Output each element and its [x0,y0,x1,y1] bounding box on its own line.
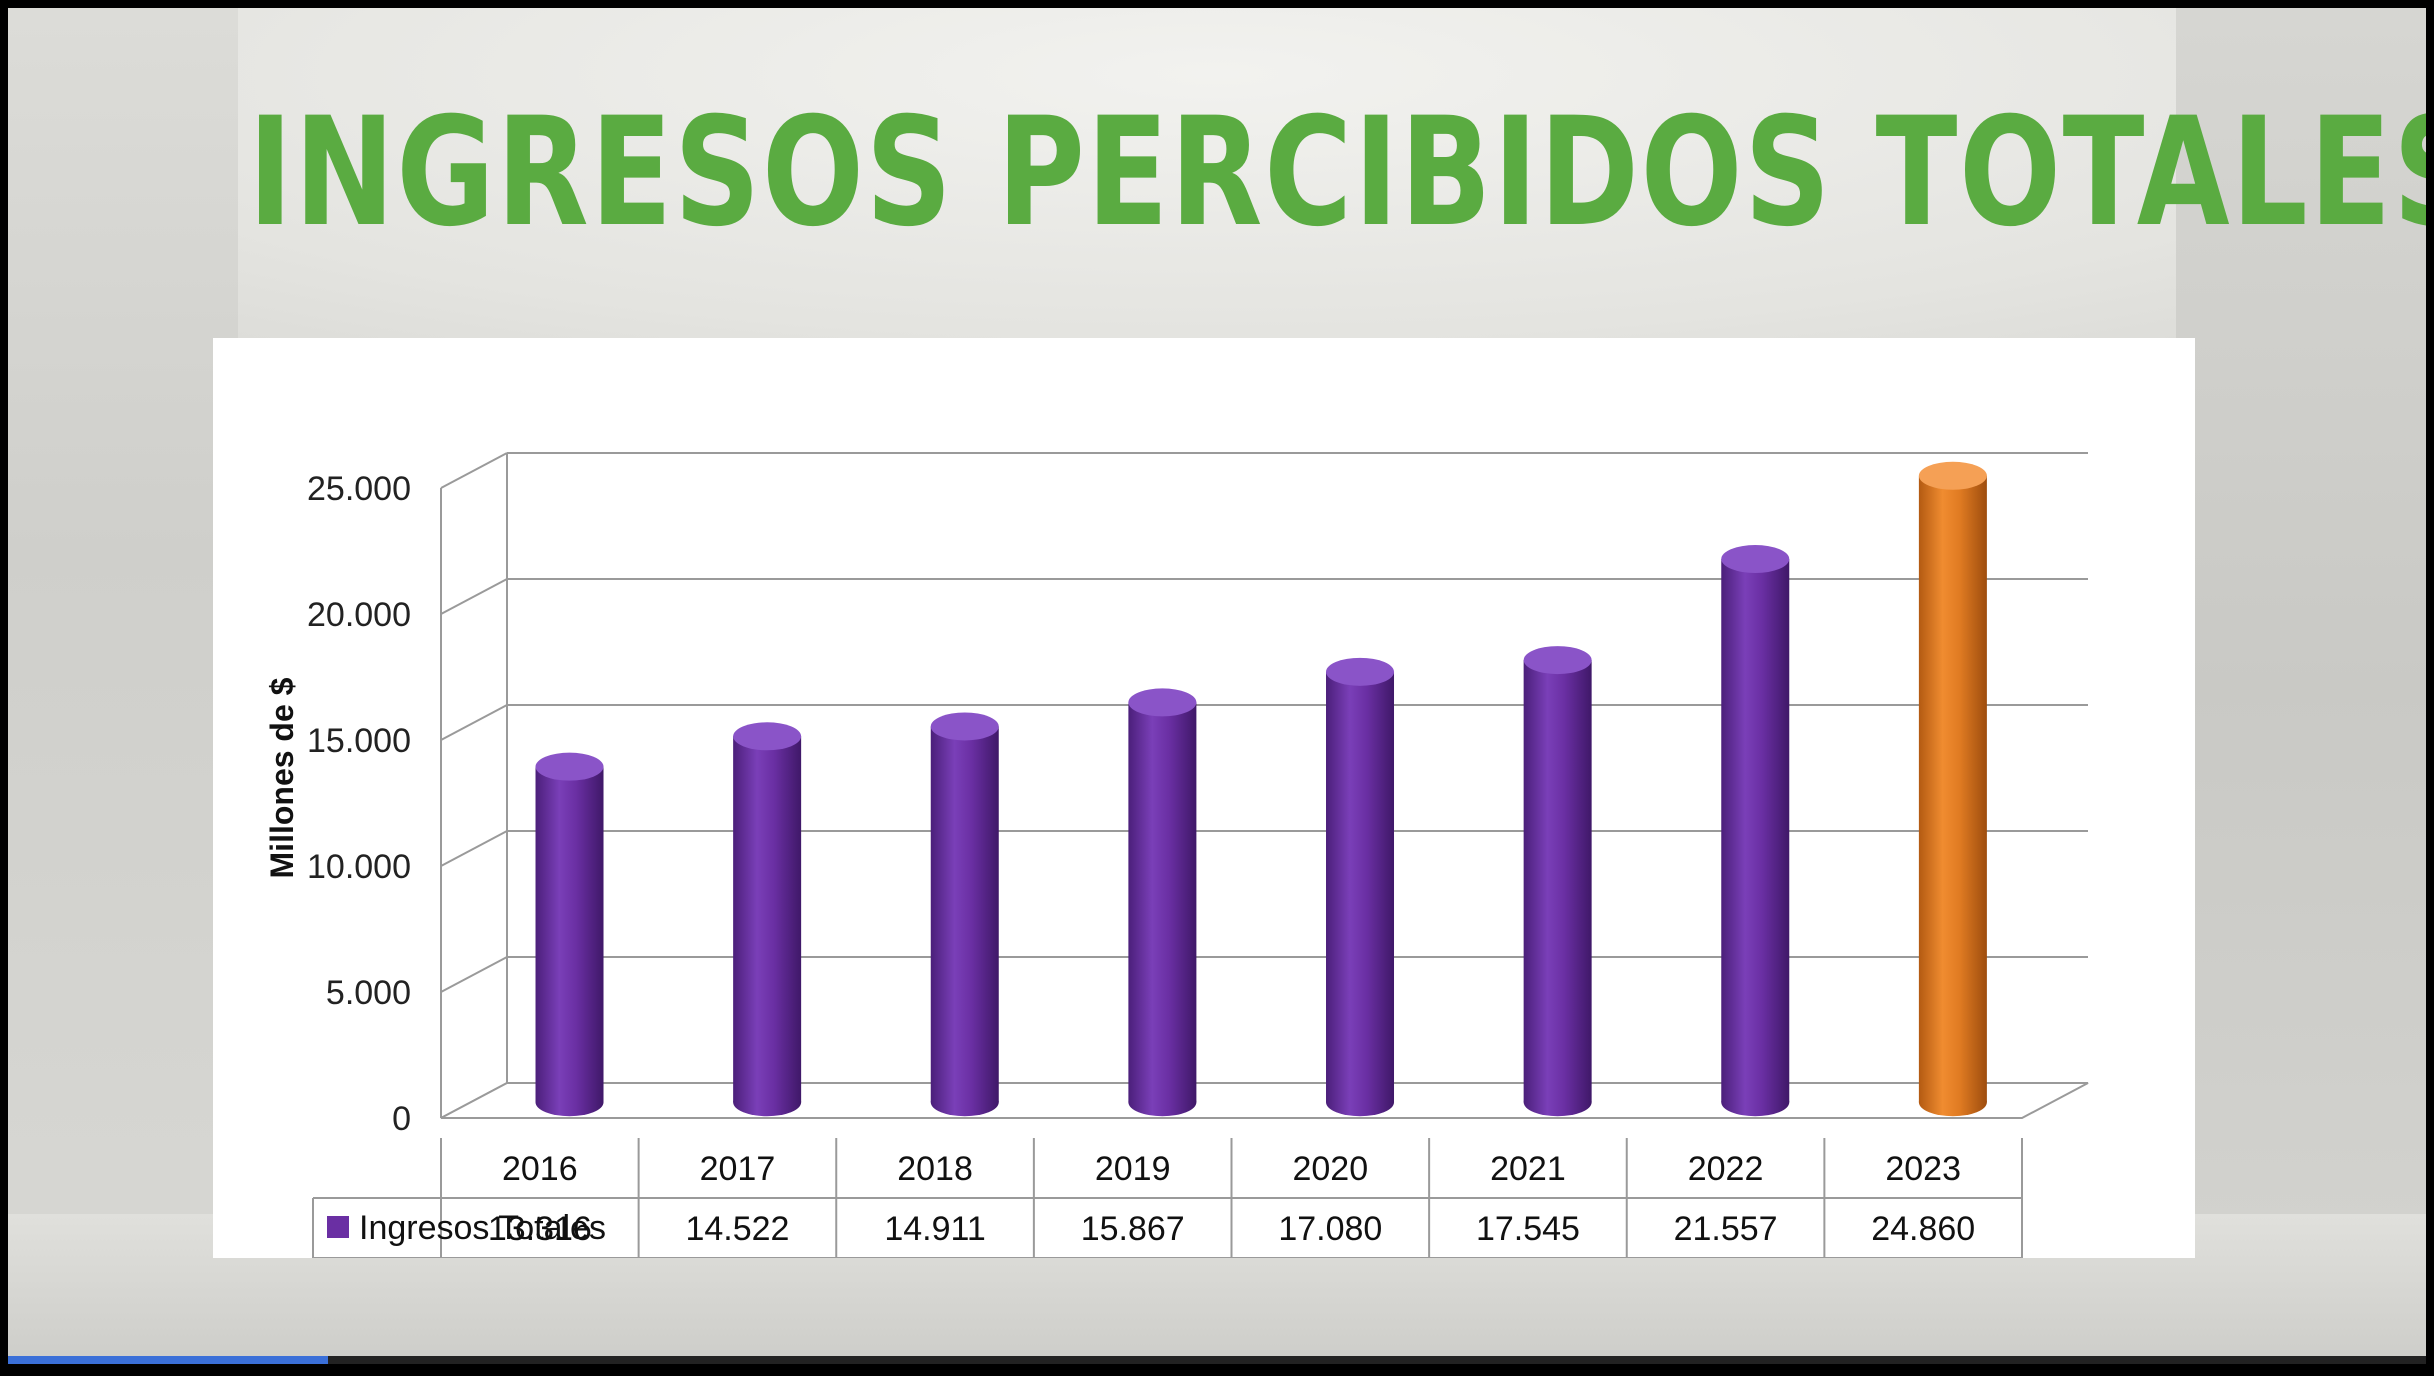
gridline-depth [440,578,508,615]
y-axis-label: Millones de $ [264,677,300,878]
x-tick-label: 2018 [897,1150,973,1188]
x-tick-label: 2023 [1885,1150,1961,1188]
bar-body [733,736,802,1103]
data-label: 21.557 [1674,1210,1778,1248]
y-tick-label: 15.000 [307,722,411,760]
y-tick-label: 25.000 [307,470,411,508]
data-label: 24.860 [1871,1210,1975,1248]
bar-2022 [1721,545,1790,1117]
y-tick-label: 20.000 [307,596,411,634]
legend-swatch [327,1216,349,1238]
bar-2021 [1523,646,1592,1117]
bar-body [1326,671,1395,1103]
bar-body [930,726,999,1103]
bar-top [1326,657,1395,686]
x-tick-label: 2021 [1490,1150,1566,1188]
bar-top [930,712,999,741]
x-tick-label: 2016 [502,1150,578,1188]
background-right [2176,8,2426,1364]
y-tick-label: 0 [392,1100,411,1138]
gridline-depth [440,452,508,489]
x-tick-label: 2022 [1688,1150,1764,1188]
x-tick-label: 2020 [1292,1150,1368,1188]
bar-chart: 0 5.000 10.000 15.000 20.000 25.000 2016 13.31… [264,452,2089,1258]
data-label: 14.911 [884,1210,985,1248]
data-label: 17.080 [1278,1210,1382,1248]
bar-2017 [733,722,802,1117]
bar-top [1918,461,1987,490]
bar-body [1721,559,1790,1103]
y-tick-labels: 0 5.000 10.000 15.000 20.000 25.000 [307,470,411,1138]
data-label: 15.867 [1081,1210,1185,1248]
slide: INGRESOS PERCIBIDOS TOTALES [8,8,2426,1364]
slide-title: INGRESOS PERCIBIDOS TOTALES [248,86,2426,260]
bar-top [1128,688,1197,717]
background-left [8,8,238,1364]
x-tick-label: 2019 [1095,1150,1171,1188]
scrollbar[interactable] [8,1356,2426,1364]
data-table: 2016 13.316 2017 14.522 2018 14.911 2019 15.867… [312,1138,2023,1258]
x-tick-label: 2017 [700,1150,776,1188]
bar-top [535,752,604,781]
bar-top [733,722,802,751]
chart-grid [440,452,2088,1119]
chart-bars [535,461,1987,1117]
bar-base [1128,1088,1197,1117]
gridline-depth [440,704,508,741]
bar-body [1918,475,1987,1103]
bar-base [1523,1088,1592,1117]
legend-label: Ingresos Totales [359,1209,606,1247]
background-top [8,8,2426,338]
bar-2019 [1128,688,1197,1117]
chart-axes [440,453,2089,1119]
bar-body [1128,702,1197,1103]
bar-base [733,1088,802,1117]
bar-body [1523,660,1592,1103]
bar-2023 [1918,461,1987,1117]
gridline-depth [440,830,508,867]
bar-base [1721,1088,1790,1117]
gridline-depth [440,956,508,993]
bar-top [1523,646,1592,675]
bar-base [535,1088,604,1117]
y-tick-label: 10.000 [307,848,411,886]
data-label: 17.545 [1476,1210,1580,1248]
scrollbar-thumb[interactable] [8,1356,328,1364]
bar-base [1326,1088,1395,1117]
chart-panel: 0 5.000 10.000 15.000 20.000 25.000 2016 13.31… [213,338,2195,1258]
bar-2020 [1326,657,1395,1117]
bar-body [535,766,604,1103]
bar-2016 [535,752,604,1117]
bar-top [1721,545,1790,574]
bar-2018 [930,712,999,1117]
data-label: 13.316 [488,1210,592,1248]
data-label: 14.522 [685,1210,789,1248]
bar-base [930,1088,999,1117]
bar-base [1918,1088,1987,1117]
y-tick-label: 5.000 [326,974,411,1012]
chart-floor [440,1082,2089,1119]
